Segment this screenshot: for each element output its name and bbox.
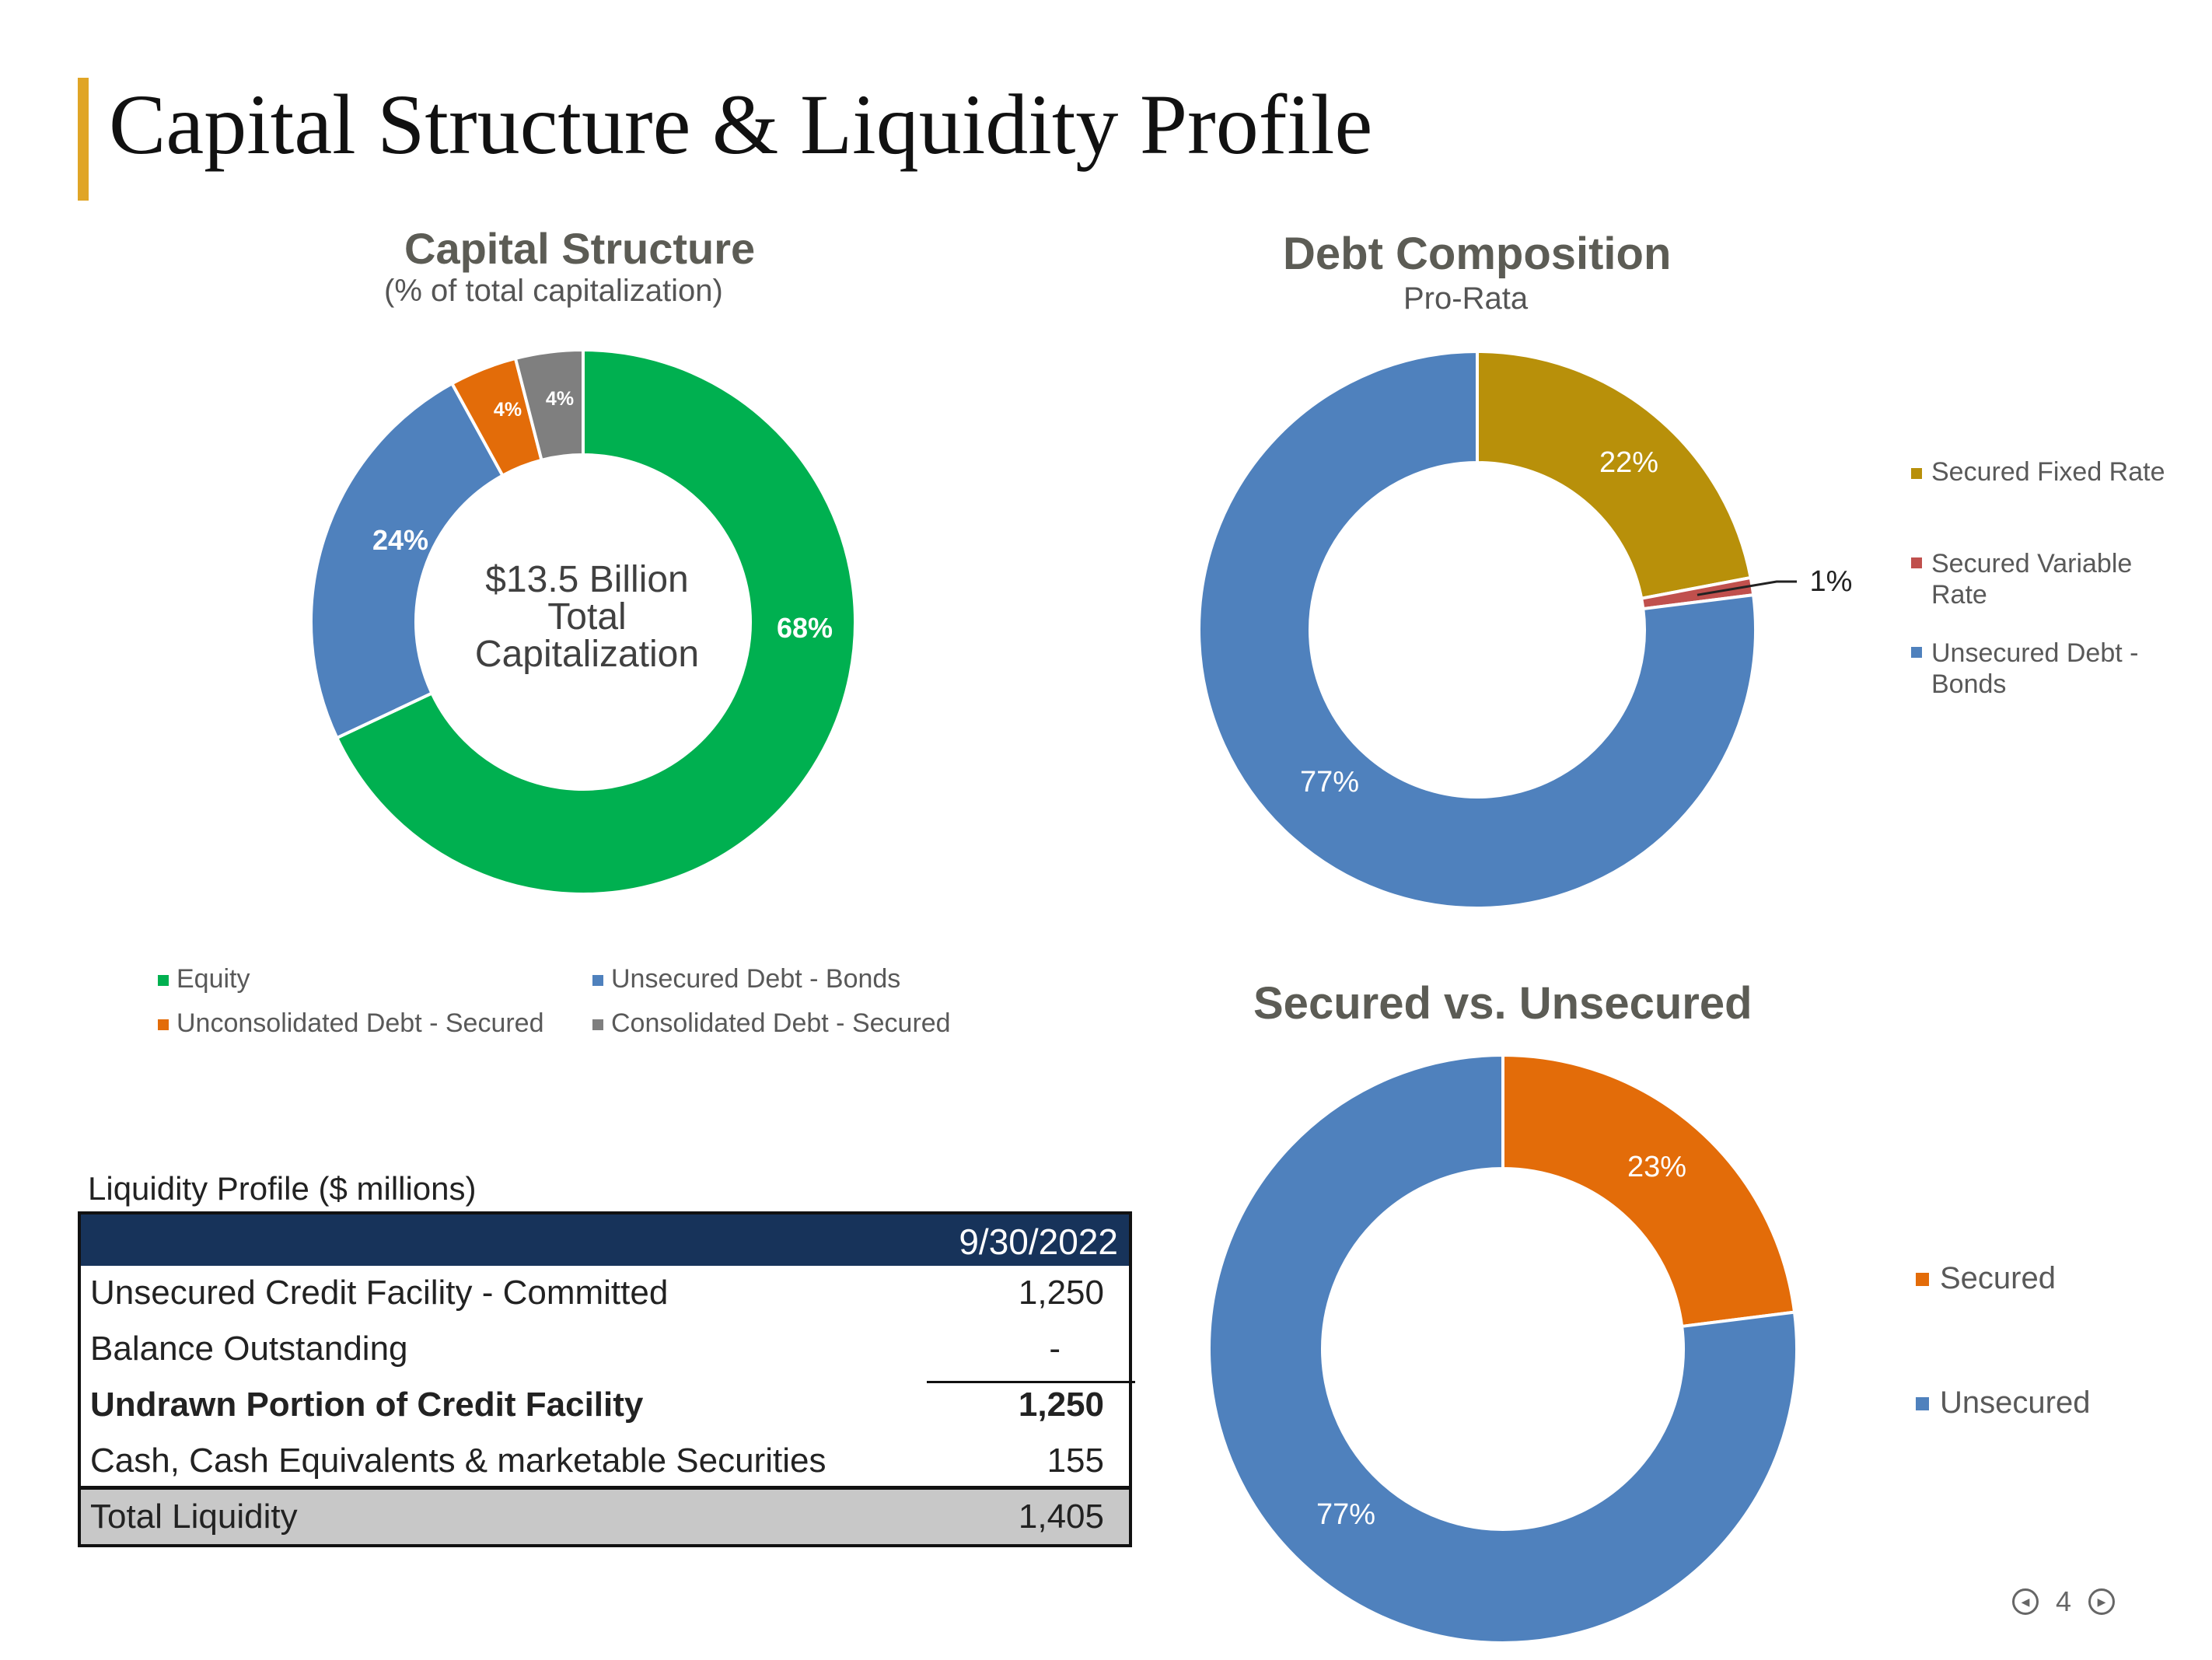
page-number: 4: [2056, 1585, 2072, 1617]
row-value: -: [1049, 1330, 1061, 1368]
legend-label: Unsecured: [1940, 1386, 2091, 1420]
legend-secured-variable-rate: Secured Variable Rate: [1911, 548, 2172, 610]
legend-consolidated-secured: Consolidated Debt - Secured: [592, 1008, 951, 1039]
donut-slice-unsecured-debt-bonds: [1197, 349, 1757, 910]
donut-slice-unsecured: [1207, 1053, 1798, 1644]
title-accent-bar: [78, 78, 89, 201]
total-value: 1,405: [1018, 1497, 1104, 1536]
legend-label: Secured Variable Rate: [1931, 549, 2133, 610]
row-value: 1,250: [1018, 1274, 1104, 1312]
donut-slice-secured-fixed-rate: [1476, 349, 1753, 601]
table-row: Cash, Cash Equivalents & marketable Secu…: [81, 1434, 1129, 1490]
data-label: 22%: [1599, 446, 1658, 479]
secured-vs-unsecured-title: Secured vs. Unsecured: [1253, 978, 1752, 1029]
legend-unsecured: Unsecured: [1916, 1386, 2090, 1421]
total-liquidity-row: Total Liquidity 1,405: [81, 1486, 1129, 1544]
legend-swatch-unconsolidated-secured: [158, 1019, 169, 1030]
label-leader-line: [1697, 580, 1797, 596]
total-capitalization-amount: $13.5 Billion: [485, 559, 689, 600]
legend-label: Secured Fixed Rate: [1931, 457, 2165, 487]
legend-label: Unsecured Debt - Bonds: [1931, 638, 2139, 699]
legend-swatch-unsecured-debt: [1911, 647, 1922, 658]
row-label: Undrawn Portion of Credit Facility: [90, 1386, 644, 1424]
data-label: 77%: [1300, 766, 1359, 799]
legend-label: Secured: [1940, 1261, 2056, 1295]
legend-swatch-unsecured: [1916, 1397, 1929, 1410]
debt-composition-subtitle: Pro-Rata: [1403, 281, 1529, 316]
previous-page-icon[interactable]: ◀: [2012, 1588, 2039, 1615]
legend-unsecured-bonds: Unsecured Debt - Bonds: [592, 964, 900, 994]
data-label: 24%: [372, 524, 428, 556]
liquidity-date-header: 9/30/2022: [959, 1221, 1118, 1262]
table-row: Unsecured Credit Facility - Committed 1,…: [81, 1266, 1129, 1322]
legend-equity: Equity: [158, 964, 250, 994]
donut-slice-unsecured-debt-bonds: [309, 381, 505, 740]
row-value: 1,250: [1018, 1386, 1104, 1424]
liquidity-header: 9/30/2022: [81, 1214, 1129, 1266]
data-label: 1%: [1810, 565, 1853, 598]
row-label: Cash, Cash Equivalents & marketable Secu…: [90, 1442, 826, 1480]
legend-swatch-unsecured-bonds: [592, 975, 603, 986]
legend-swatch-secured-fixed: [1911, 468, 1922, 479]
legend-unconsolidated-secured: Unconsolidated Debt - Secured: [158, 1008, 544, 1039]
liquidity-table: 9/30/2022 Unsecured Credit Facility - Co…: [78, 1211, 1135, 1547]
capital-structure-title: Capital Structure: [404, 224, 756, 273]
row-value: 155: [1047, 1442, 1104, 1480]
data-label: 77%: [1316, 1498, 1375, 1531]
data-label: 4%: [494, 399, 522, 421]
legend-label: Equity: [176, 964, 250, 994]
page-navigation: ◀ 4 ▶: [2012, 1585, 2116, 1619]
legend-label: Unsecured Debt - Bonds: [611, 964, 901, 994]
donut-slice-equity: [334, 348, 857, 896]
donut-slice-secured: [1501, 1053, 1797, 1329]
total-capitalization-label: $13.5 Billion Total Capitalization: [432, 561, 743, 673]
legend-secured-fixed-rate: Secured Fixed Rate: [1911, 457, 2165, 488]
liquidity-caption: Liquidity Profile ($ millions): [88, 1170, 477, 1207]
legend-swatch-secured-variable: [1911, 557, 1922, 568]
legend-swatch-equity: [158, 975, 169, 986]
legend-swatch-secured: [1916, 1273, 1929, 1286]
donut-slice-consolidated-debt-secured: [513, 348, 585, 463]
data-label: 23%: [1627, 1151, 1686, 1183]
legend-swatch-consolidated-secured: [592, 1019, 603, 1030]
legend-secured: Secured: [1916, 1261, 2056, 1296]
page-title: Capital Structure & Liquidity Profile: [109, 77, 1373, 172]
capital-structure-subtitle: (% of total capitalization): [384, 274, 723, 308]
data-label: 68%: [777, 612, 833, 644]
row-label: Unsecured Credit Facility - Committed: [90, 1274, 669, 1312]
total-label: Total Liquidity: [90, 1497, 298, 1536]
legend-label: Unconsolidated Debt - Secured: [176, 1008, 544, 1038]
table-row: Balance Outstanding -: [81, 1322, 1129, 1378]
legend-unsecured-debt-bonds: Unsecured Debt - Bonds: [1911, 638, 2180, 700]
debt-composition-title: Debt Composition: [1283, 229, 1672, 279]
row-label: Balance Outstanding: [90, 1330, 408, 1368]
legend-label: Consolidated Debt - Secured: [611, 1008, 951, 1038]
total-capitalization-word: Total: [547, 596, 627, 638]
subtotal-underline: [927, 1381, 1135, 1383]
capitalization-word: Capitalization: [474, 634, 700, 675]
next-page-icon[interactable]: ▶: [2088, 1588, 2116, 1615]
table-row: Undrawn Portion of Credit Facility 1,250: [81, 1378, 1129, 1434]
data-label: 4%: [546, 388, 574, 410]
